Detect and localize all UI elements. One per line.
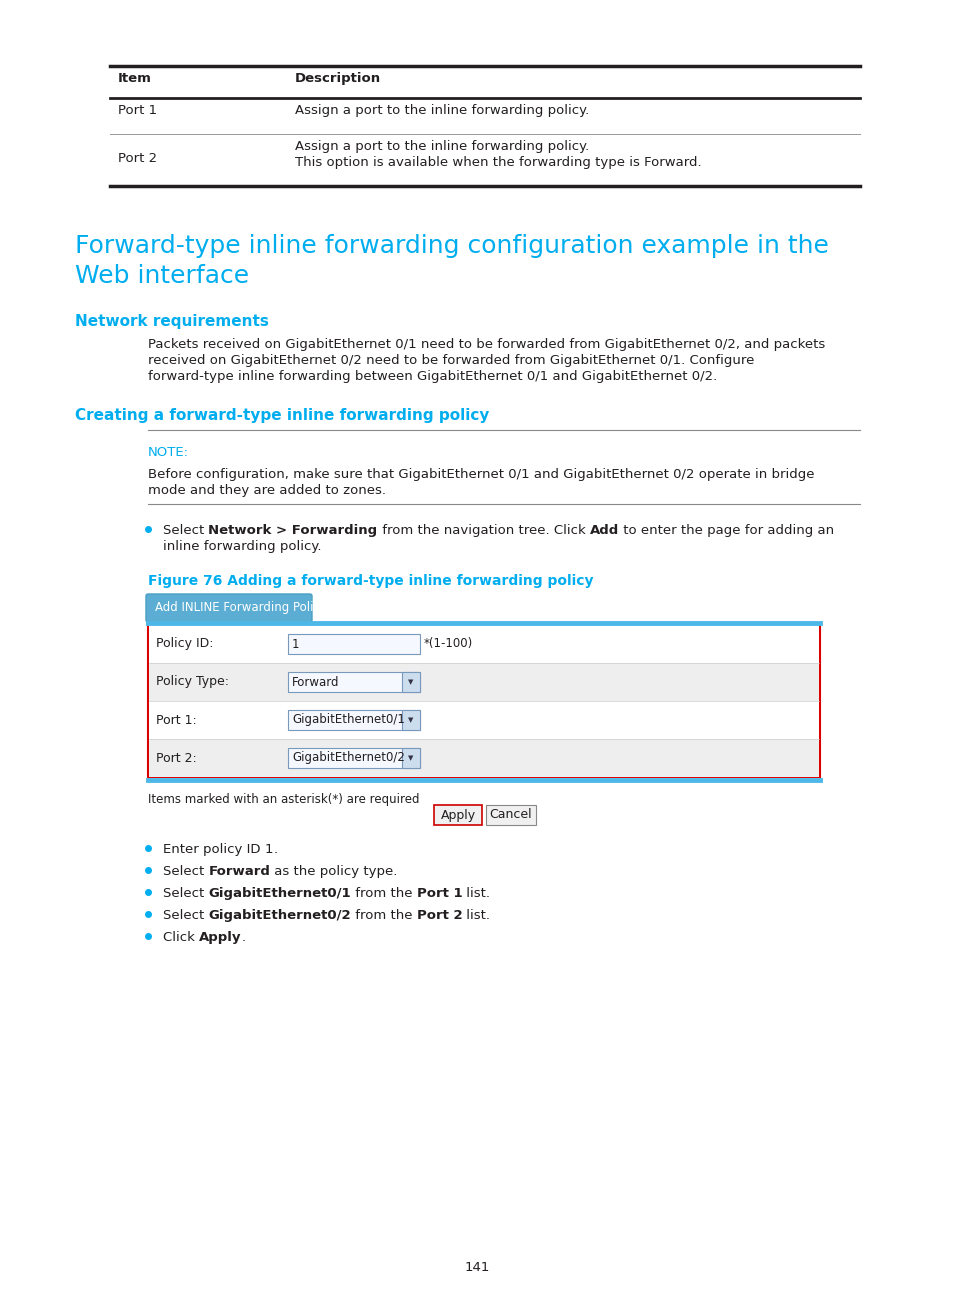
Text: mode and they are added to zones.: mode and they are added to zones.	[148, 483, 386, 496]
Text: Select: Select	[163, 524, 209, 537]
Text: Port 1: Port 1	[416, 886, 462, 899]
Text: Items marked with an asterisk(*) are required: Items marked with an asterisk(*) are req…	[148, 793, 419, 806]
Text: from the navigation tree. Click: from the navigation tree. Click	[377, 524, 589, 537]
Bar	[288, 634, 419, 654]
Text: Apply: Apply	[199, 931, 241, 943]
Text: Add: Add	[589, 524, 618, 537]
Bar	[485, 805, 536, 826]
Text: Packets received on GigabitEthernet 0/1 need to be forwarded from GigabitEtherne: Packets received on GigabitEthernet 0/1 …	[148, 338, 824, 351]
Bar	[288, 748, 419, 769]
Bar	[401, 673, 419, 692]
Text: .: .	[241, 931, 246, 943]
Text: NOTE:: NOTE:	[148, 446, 189, 459]
Bar	[149, 664, 818, 701]
Text: .: .	[273, 842, 277, 855]
Text: Before configuration, make sure that GigabitEthernet 0/1 and GigabitEthernet 0/2: Before configuration, make sure that Gig…	[148, 468, 814, 481]
Text: inline forwarding policy.: inline forwarding policy.	[163, 540, 321, 553]
Text: Add INLINE Forwarding Policy: Add INLINE Forwarding Policy	[154, 601, 327, 614]
Text: Creating a forward-type inline forwarding policy: Creating a forward-type inline forwardin…	[75, 408, 489, 422]
Text: Item: Item	[118, 73, 152, 86]
Text: Port 1: Port 1	[118, 104, 157, 117]
Bar	[401, 710, 419, 730]
Bar	[288, 673, 419, 692]
Text: Assign a port to the inline forwarding policy.: Assign a port to the inline forwarding p…	[294, 104, 589, 117]
Text: This option is available when the forwarding type is Forward.: This option is available when the forwar…	[294, 156, 700, 168]
Text: list.: list.	[462, 908, 490, 921]
Text: Network requirements: Network requirements	[75, 314, 269, 329]
Text: Policy ID:: Policy ID:	[156, 638, 213, 651]
Text: GigabitEthernet0/2: GigabitEthernet0/2	[209, 908, 351, 921]
Bar	[149, 625, 818, 664]
Text: Description: Description	[294, 73, 381, 86]
Bar	[148, 625, 820, 778]
Bar	[434, 805, 481, 826]
Text: Port 1:: Port 1:	[156, 714, 196, 727]
Bar	[149, 701, 818, 739]
Text: Forward: Forward	[209, 864, 270, 877]
Text: Web interface: Web interface	[75, 264, 249, 288]
Text: ▼: ▼	[408, 717, 414, 723]
Text: list.: list.	[462, 886, 490, 899]
Text: received on GigabitEthernet 0/2 need to be forwarded from GigabitEthernet 0/1. C: received on GigabitEthernet 0/2 need to …	[148, 354, 754, 367]
Text: ▼: ▼	[408, 756, 414, 761]
Text: 1: 1	[292, 638, 299, 651]
Text: Forward: Forward	[292, 675, 339, 688]
Text: Forward-type inline forwarding configuration example in the: Forward-type inline forwarding configura…	[75, 235, 828, 258]
Text: Network > Forwarding: Network > Forwarding	[209, 524, 377, 537]
Text: Select: Select	[163, 886, 209, 899]
Text: GigabitEthernet0/2: GigabitEthernet0/2	[292, 752, 404, 765]
Text: Figure 76 Adding a forward-type inline forwarding policy: Figure 76 Adding a forward-type inline f…	[148, 574, 593, 588]
Text: GigabitEthernet0/1: GigabitEthernet0/1	[209, 886, 351, 899]
Text: Select: Select	[163, 908, 209, 921]
Text: Click: Click	[163, 931, 199, 943]
Bar	[401, 748, 419, 769]
Text: to enter the page for adding an: to enter the page for adding an	[618, 524, 833, 537]
Text: Assign a port to the inline forwarding policy.: Assign a port to the inline forwarding p…	[294, 140, 589, 153]
Text: 141: 141	[464, 1261, 489, 1274]
Bar	[288, 710, 419, 730]
Text: from the: from the	[351, 886, 416, 899]
Text: Policy Type:: Policy Type:	[156, 675, 229, 688]
FancyBboxPatch shape	[146, 594, 312, 622]
Bar	[149, 739, 818, 778]
Text: forward-type inline forwarding between GigabitEthernet 0/1 and GigabitEthernet 0: forward-type inline forwarding between G…	[148, 369, 717, 384]
Text: GigabitEthernet0/1: GigabitEthernet0/1	[292, 714, 404, 727]
Text: *(1-100): *(1-100)	[423, 638, 473, 651]
Text: Port 2: Port 2	[118, 152, 157, 165]
Text: Cancel: Cancel	[489, 809, 532, 822]
Text: from the: from the	[351, 908, 416, 921]
Text: Port 2:: Port 2:	[156, 752, 196, 765]
Text: Select: Select	[163, 864, 209, 877]
Text: Apply: Apply	[440, 809, 475, 822]
Text: Port 2: Port 2	[416, 908, 462, 921]
Text: Enter policy ID: Enter policy ID	[163, 842, 265, 855]
Text: as the policy type.: as the policy type.	[270, 864, 397, 877]
Text: ▼: ▼	[408, 679, 414, 686]
Text: 1: 1	[265, 842, 273, 855]
